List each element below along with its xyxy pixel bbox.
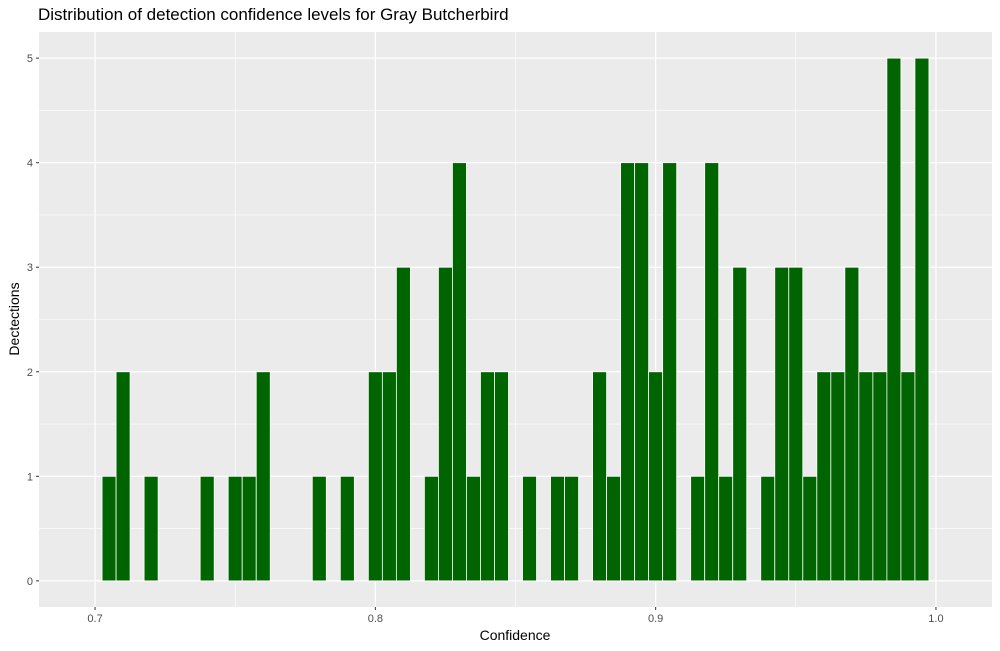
histogram-bar xyxy=(311,475,327,582)
histogram-bar xyxy=(774,266,790,582)
y-tick-label: 1 xyxy=(27,471,33,483)
histogram-bar xyxy=(367,371,383,582)
histogram-bar xyxy=(101,475,117,582)
y-axis-title: Dectections xyxy=(6,282,22,355)
histogram-bar xyxy=(564,475,579,582)
histogram-bar xyxy=(704,162,720,582)
histogram-bar xyxy=(662,162,678,582)
histogram-bar xyxy=(690,475,706,582)
histogram-bar xyxy=(424,475,439,582)
y-tick-label: 2 xyxy=(27,367,33,379)
histogram-bar xyxy=(606,475,622,582)
histogram-bar xyxy=(732,266,748,582)
histogram-bar xyxy=(255,371,271,582)
x-axis-title: Confidence xyxy=(480,627,551,643)
histogram-bar xyxy=(522,475,537,582)
histogram-bar xyxy=(480,371,495,582)
histogram-bar xyxy=(339,475,355,582)
histogram-bar xyxy=(872,371,888,582)
histogram-bar xyxy=(802,475,818,582)
y-tick-label: 4 xyxy=(27,158,33,170)
histogram-bar xyxy=(115,371,131,582)
histogram-bar xyxy=(816,371,832,582)
histogram-bar xyxy=(452,162,467,582)
histogram-bar xyxy=(592,371,607,582)
bars xyxy=(101,57,930,582)
histogram-bar xyxy=(634,162,650,582)
histogram-bar xyxy=(143,475,159,582)
histogram-bar xyxy=(227,475,243,582)
x-tick-label: 0.9 xyxy=(648,613,663,625)
chart-title: Distribution of detection confidence lev… xyxy=(38,5,509,24)
x-axis-ticks: 0.7 0.8 0.9 1.0 xyxy=(87,607,944,625)
x-tick-label: 0.8 xyxy=(368,613,383,625)
histogram-bar xyxy=(718,475,734,582)
histogram-bar xyxy=(494,371,509,582)
histogram-bar xyxy=(241,475,257,582)
y-tick-label: 5 xyxy=(27,53,33,65)
histogram-bar xyxy=(830,371,846,582)
histogram-bar xyxy=(648,371,664,582)
x-tick-label: 0.7 xyxy=(87,613,102,625)
histogram-bar xyxy=(900,371,916,582)
histogram-bar xyxy=(199,475,215,582)
histogram-bar xyxy=(381,371,397,582)
y-axis-ticks: 0 1 2 3 4 5 xyxy=(27,53,39,588)
histogram-bar xyxy=(395,266,411,582)
histogram-bar xyxy=(788,266,804,582)
histogram-bar xyxy=(438,266,453,582)
histogram-bar xyxy=(914,57,930,582)
y-tick-label: 0 xyxy=(27,576,33,588)
histogram-bar xyxy=(760,475,776,582)
histogram-bar xyxy=(466,475,481,582)
y-tick-label: 3 xyxy=(27,262,33,274)
histogram-bar xyxy=(858,371,874,582)
histogram-bar xyxy=(886,57,902,582)
histogram-bar xyxy=(620,162,636,582)
x-tick-label: 1.0 xyxy=(928,613,943,625)
histogram-bar xyxy=(844,266,860,582)
histogram-bar xyxy=(550,475,565,582)
